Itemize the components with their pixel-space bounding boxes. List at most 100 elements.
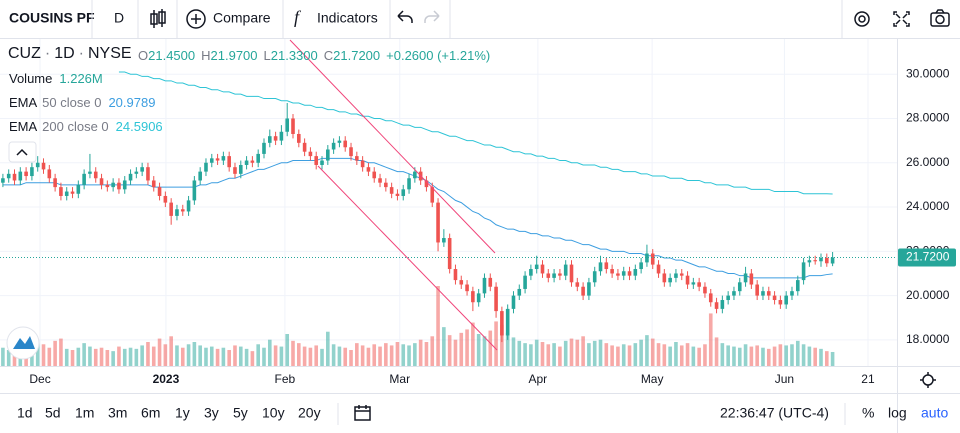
legend-interval: 1D [54,45,74,62]
candle-body [291,118,295,134]
symbol-search[interactable]: COUSINS PF [9,10,95,26]
candle-body [563,264,568,276]
candle-body [598,262,603,272]
legend-ohlc: O21.4500 H21.9700 L21.3300 C21.7200 +0.2600 … [138,48,490,63]
indicators-button[interactable]: Indicators [317,10,378,26]
volume-bar [517,340,522,366]
candle-body [801,262,806,281]
candle-body [691,282,696,285]
tradingview-logo[interactable] [6,326,40,360]
volume-bar [772,346,777,366]
interval-button[interactable]: D [114,10,124,26]
ema-line [2,157,833,279]
range-button[interactable]: 5d [45,405,61,421]
range-button[interactable]: 1m [75,405,94,421]
ema-params: 50 close 0 [42,95,101,110]
y-tick-label: 20.0000 [906,288,950,302]
candle-body [813,260,817,262]
redo-button[interactable] [424,10,440,23]
indicators-icon[interactable]: f [294,7,302,27]
fullscreen-button[interactable] [893,11,910,27]
range-button[interactable]: 5y [233,405,248,421]
candle-body [366,167,371,172]
candle-body [708,293,713,303]
volume-bar [662,344,667,366]
x-tick-label: Apr [529,372,548,386]
candle-body [674,273,678,278]
candle-body [621,271,626,276]
compare-icon[interactable] [186,9,206,29]
legend-symbol: CUZ [8,45,41,62]
volume-bar [180,347,185,366]
legend: CUZ · 1D · NYSE O21.4500 H21.9700 L21.3300 C21.… [8,45,490,163]
date-range-icon[interactable] [354,405,371,421]
axis-settings-button[interactable] [920,372,936,388]
volume-bar [151,346,156,366]
candle-body [604,262,609,270]
volume-bar [140,345,144,366]
trend-line[interactable] [317,165,498,351]
candle-body [250,160,255,163]
compare-button[interactable]: Compare [213,10,271,26]
candle-body [204,162,208,172]
volume-bar [6,350,11,366]
ema-value: 24.5906 [116,119,163,134]
volume-bar [465,329,469,366]
candle-body [186,200,191,212]
candle-body [267,136,272,143]
volume-bar [500,324,504,366]
candle-body [209,158,214,163]
screenshot-button[interactable] [930,9,950,27]
candle-body [726,295,730,301]
auto-toggle[interactable]: auto [921,405,948,421]
volume-bar [47,347,52,366]
candle-body [685,275,690,285]
volume-bar [117,346,121,366]
volume-bar [824,351,829,366]
volume-bar [413,343,417,366]
volume-bar [685,343,690,366]
candle-body [360,160,365,168]
volume-bar [790,344,794,366]
volume-bar [697,347,701,366]
settings-button[interactable] [854,11,870,27]
range-button[interactable]: 3y [204,405,219,421]
candle-body [540,264,545,274]
range-button[interactable]: 6m [141,405,160,421]
range-button[interactable]: 3m [108,405,127,421]
candle-body [650,253,655,265]
volume-bar [633,343,638,366]
legend-dot: · [45,45,50,62]
volume-bar [250,351,255,366]
undo-button[interactable] [397,10,413,23]
ema-label: EMA [9,119,38,134]
legend-collapse-button[interactable] [8,141,37,163]
candle-body [163,195,168,203]
volume-bar [616,346,620,366]
candle-body [6,173,11,179]
volume-bar [35,343,40,366]
candle-body [795,280,800,292]
volume-bar [59,338,63,366]
range-button[interactable]: 1y [175,405,190,421]
chart-style-button[interactable] [150,9,166,28]
volume-bar [53,340,57,366]
percent-toggle[interactable]: % [862,405,874,421]
volume-bar [424,342,429,366]
volume-bar [604,343,609,366]
range-button[interactable]: 10y [262,405,285,421]
x-tick-label: 21 [861,372,875,386]
ema-value: 20.9789 [108,95,155,110]
trend-line[interactable] [289,39,496,254]
legend-h-label: H [201,48,210,63]
candle-body [320,160,324,165]
legend-change: +0.2600 (+1.21%) [386,48,490,63]
candle-body [331,142,336,150]
legend-c-label: C [324,48,333,63]
range-button[interactable]: 1d [17,405,33,421]
legend-o: 21.4500 [148,48,195,63]
range-button[interactable]: 20y [298,405,321,421]
candle-body [192,180,197,201]
log-toggle[interactable]: log [888,405,907,421]
